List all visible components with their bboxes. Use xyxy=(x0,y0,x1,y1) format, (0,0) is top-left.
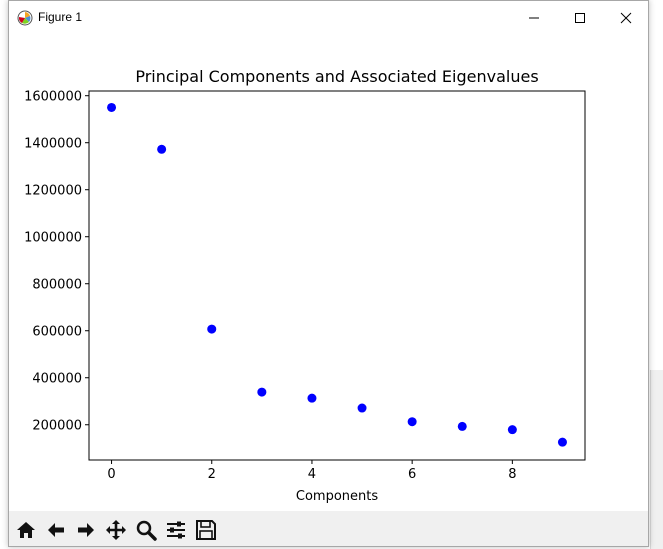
save-icon xyxy=(195,519,216,540)
data-point xyxy=(207,324,217,334)
minimize-icon xyxy=(529,17,539,18)
scatter-plot: Principal Components and Associated Eige… xyxy=(24,67,586,504)
y-tick-label: 1400000 xyxy=(24,137,82,152)
zoom-button[interactable] xyxy=(132,516,159,543)
figure-window: Figure 1 Principal Components and Associ… xyxy=(8,0,649,547)
y-tick-label: 800000 xyxy=(32,278,82,293)
pan-button[interactable] xyxy=(102,516,129,543)
maximize-icon xyxy=(575,12,585,23)
data-point xyxy=(157,144,167,154)
forward-arrow-icon xyxy=(77,522,94,537)
data-point xyxy=(457,421,467,431)
y-tick-label: 200000 xyxy=(32,419,82,434)
window-title: Figure 1 xyxy=(38,10,83,24)
home-button[interactable] xyxy=(12,516,39,543)
minimize-button[interactable] xyxy=(511,1,557,34)
y-tick-label: 1600000 xyxy=(24,90,82,105)
y-tick-label: 600000 xyxy=(32,325,82,340)
axes-frame xyxy=(88,90,586,461)
y-axis-ticks: 200000 400000 600000 800000 1000000 1200000 14… xyxy=(24,90,89,434)
maximize-button[interactable] xyxy=(557,1,603,34)
x-tick-label: 2 xyxy=(208,467,216,482)
y-tick-label: 1200000 xyxy=(24,184,82,199)
data-point xyxy=(357,403,367,413)
save-button[interactable] xyxy=(192,516,219,543)
data-point xyxy=(257,387,267,397)
data-point xyxy=(507,425,517,435)
background-window-edge xyxy=(650,370,663,549)
home-icon xyxy=(16,521,35,538)
data-point xyxy=(107,102,117,112)
close-icon xyxy=(620,12,632,23)
background-editor-edge xyxy=(0,0,8,549)
close-button[interactable] xyxy=(603,1,649,34)
back-button[interactable] xyxy=(42,516,69,543)
x-axis-ticks: 0 2 4 6 8 xyxy=(107,460,516,482)
configure-subplots-icon xyxy=(166,521,185,538)
data-point xyxy=(557,437,567,447)
back-arrow-icon xyxy=(47,522,64,537)
pan-icon xyxy=(105,519,126,540)
matplotlib-icon xyxy=(17,10,33,26)
navigation-toolbar xyxy=(9,511,648,546)
figure-canvas[interactable]: Principal Components and Associated Eige… xyxy=(9,34,648,511)
x-axis-label: Components xyxy=(296,489,378,504)
title-bar[interactable]: Figure 1 xyxy=(9,1,648,34)
forward-button[interactable] xyxy=(72,516,99,543)
x-tick-label: 8 xyxy=(508,467,516,482)
zoom-icon xyxy=(136,520,157,541)
x-tick-label: 6 xyxy=(408,467,416,482)
data-point xyxy=(407,417,417,427)
chart-title: Principal Components and Associated Eige… xyxy=(135,67,538,86)
y-tick-label: 1000000 xyxy=(24,231,82,246)
x-tick-label: 4 xyxy=(308,467,316,482)
x-tick-label: 0 xyxy=(107,467,115,482)
data-point xyxy=(307,393,317,403)
configure-subplots-button[interactable] xyxy=(162,516,189,543)
data-points xyxy=(107,102,567,447)
y-tick-label: 400000 xyxy=(32,372,82,387)
